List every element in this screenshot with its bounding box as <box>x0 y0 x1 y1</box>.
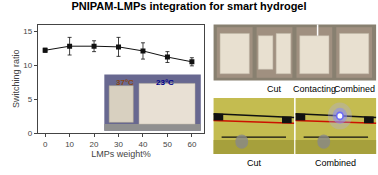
svg-text:60: 60 <box>187 140 196 149</box>
svg-text:20: 20 <box>90 140 99 149</box>
svg-text:10: 10 <box>23 61 32 70</box>
svg-text:Switching ratio: Switching ratio <box>11 49 21 108</box>
svg-text:LMPs weight%: LMPs weight% <box>91 149 151 159</box>
svg-text:30: 30 <box>114 140 123 149</box>
svg-text:Contacting: Contacting <box>293 84 336 94</box>
svg-text:23°C: 23°C <box>156 78 174 87</box>
svg-text:0: 0 <box>28 129 33 138</box>
svg-text:Combined: Combined <box>315 158 356 168</box>
svg-text:5: 5 <box>28 95 33 104</box>
svg-text:Combined: Combined <box>334 84 375 94</box>
svg-text:Cut: Cut <box>267 84 282 94</box>
svg-text:15: 15 <box>23 27 32 36</box>
svg-text:50: 50 <box>163 140 172 149</box>
svg-text:10: 10 <box>65 140 74 149</box>
svg-text:Cut: Cut <box>247 158 262 168</box>
svg-text:0: 0 <box>43 140 48 149</box>
svg-text:40: 40 <box>139 140 148 149</box>
svg-text:37°C: 37°C <box>116 78 134 87</box>
svg-text:PNIPAM-LMPs integration for sm: PNIPAM-LMPs integration for smart hydrog… <box>71 0 306 12</box>
